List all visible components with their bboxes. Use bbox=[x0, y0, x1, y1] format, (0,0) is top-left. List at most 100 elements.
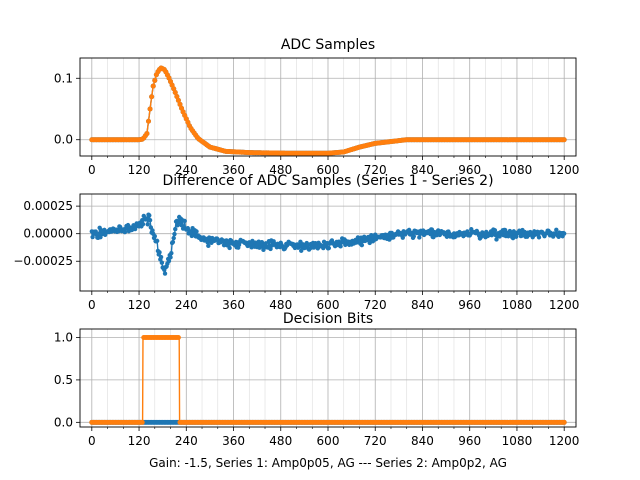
difference-x-tick-label: 960 bbox=[458, 298, 481, 312]
difference-y-tick-label: 0.00025 bbox=[23, 199, 73, 213]
difference-series-1-markers bbox=[89, 212, 567, 276]
difference-series-1-point bbox=[172, 231, 177, 237]
difference-series-1-point bbox=[169, 250, 174, 256]
difference-series-1-point bbox=[175, 223, 180, 228]
decision-bits-title: Decision Bits bbox=[283, 311, 373, 327]
decision-bits-y-tick-label: 0.5 bbox=[54, 373, 73, 387]
difference-series-1-point bbox=[154, 238, 160, 244]
decision-bits-x-tick-label: 0 bbox=[88, 434, 96, 448]
adc-samples-series-2-point bbox=[172, 90, 178, 96]
adc-samples-series-2-point bbox=[146, 118, 151, 124]
difference-series-1-point bbox=[96, 231, 102, 237]
difference-frame bbox=[79, 193, 577, 292]
difference-series-1-point bbox=[147, 217, 153, 223]
difference-series-1-point bbox=[147, 213, 152, 218]
difference-x-tick-label: 1080 bbox=[502, 298, 533, 312]
difference-series-1-point bbox=[145, 222, 150, 227]
difference-x-tick-label: 240 bbox=[175, 298, 198, 312]
difference-series-1-point bbox=[166, 258, 172, 264]
decision-bits-panel: Decision Bits 0 120 240 360 480 600 720 840 960 1… bbox=[54, 311, 580, 448]
adc-samples-x-tick-label: 600 bbox=[317, 163, 340, 177]
adc-samples-series-2-point bbox=[149, 94, 155, 100]
decision-bits-series-2-markers bbox=[89, 334, 567, 425]
adc-samples-series-2-markers bbox=[89, 65, 567, 156]
adc-samples-x-tick-label: 0 bbox=[88, 163, 96, 177]
difference-series-1-point bbox=[159, 260, 165, 265]
difference-series-1-point bbox=[157, 250, 162, 255]
adc-samples-x-tick-label: 720 bbox=[364, 163, 387, 177]
adc-samples-series-2-point bbox=[177, 101, 183, 107]
difference-series-1-point bbox=[513, 234, 519, 239]
adc-samples-series-2-point bbox=[150, 83, 156, 89]
difference-series-1-point bbox=[299, 248, 304, 253]
decision-bits-series-2-point bbox=[175, 334, 181, 340]
adc-samples-y-tick-label: 0.1 bbox=[54, 71, 73, 85]
decision-bits-x-tick-label: 960 bbox=[458, 434, 481, 448]
difference-title: Difference of ADC Samples (Series 1 - Se… bbox=[162, 173, 493, 189]
decision-bits-x-tick-label: 480 bbox=[269, 434, 292, 448]
difference-series-1-point bbox=[173, 226, 178, 232]
difference-series-1-point bbox=[411, 234, 417, 239]
adc-samples-x-tick-label: 960 bbox=[458, 163, 481, 177]
adc-samples-series-2-point bbox=[152, 77, 158, 83]
difference-x-tick-label: 600 bbox=[317, 298, 340, 312]
difference-x-tick-label: 480 bbox=[269, 298, 292, 312]
difference-series-1-point bbox=[171, 235, 176, 241]
difference-series-1-point bbox=[206, 243, 211, 249]
adc-samples-frame bbox=[79, 57, 577, 157]
difference-series-1-point bbox=[536, 235, 542, 240]
difference-series-1-point bbox=[140, 222, 146, 227]
decision-bits-x-tick-label: 240 bbox=[175, 434, 198, 448]
difference-series-1-point bbox=[150, 228, 155, 233]
adc-samples-x-tick-label: 240 bbox=[175, 163, 198, 177]
adc-samples-x-tick-label: 480 bbox=[269, 163, 292, 177]
difference-x-tick-label: 840 bbox=[411, 298, 434, 312]
difference-series-1-point bbox=[494, 237, 499, 242]
difference-series-1-point bbox=[158, 254, 164, 260]
difference-series-1-point bbox=[170, 239, 176, 245]
difference-series-1-point bbox=[182, 218, 187, 224]
adc-samples-x-tick-label: 360 bbox=[222, 163, 245, 177]
difference-series-1-point bbox=[168, 255, 173, 260]
adc-samples-series-2-point bbox=[171, 86, 177, 92]
decision-bits-x-tick-label: 1080 bbox=[502, 434, 533, 448]
difference-x-tick-label: 1200 bbox=[549, 298, 580, 312]
difference-series-1-point bbox=[268, 246, 273, 252]
adc-samples-series-2-point bbox=[147, 106, 153, 112]
difference-series-1-point bbox=[152, 234, 157, 239]
difference-panel: Difference of ADC Samples (Series 1 - Se… bbox=[13, 173, 579, 312]
difference-x-tick-label: 720 bbox=[364, 298, 387, 312]
figure-footer: Gain: -1.5, Series 1: Amp0p05, AG --- Se… bbox=[149, 456, 507, 470]
difference-series-1-point bbox=[122, 229, 128, 235]
difference-x-tick-label: 0 bbox=[88, 298, 96, 312]
difference-series-1-point bbox=[263, 241, 268, 246]
decision-bits-x-tick-label: 600 bbox=[317, 434, 340, 448]
adc-samples-x-tick-label: 1200 bbox=[549, 163, 580, 177]
difference-series-1-point bbox=[400, 235, 405, 240]
adc-samples-series-2-point bbox=[174, 93, 180, 99]
decision-bits-x-tick-label: 840 bbox=[411, 434, 434, 448]
decision-bits-series-2-point bbox=[139, 419, 145, 425]
adc-samples-x-tick-label: 840 bbox=[411, 163, 434, 177]
difference-series-1-point bbox=[338, 244, 343, 249]
difference-series-1-point bbox=[226, 242, 231, 247]
decision-bits-x-tick-label: 360 bbox=[222, 434, 245, 448]
decision-bits-series-2-point bbox=[561, 419, 567, 425]
decision-bits-x-tick-label: 120 bbox=[128, 434, 151, 448]
difference-series-1-point bbox=[162, 271, 168, 276]
adc-samples-x-tick-label: 120 bbox=[128, 163, 151, 177]
difference-series-1-point bbox=[326, 245, 331, 251]
decision-bits-x-tick-label: 1200 bbox=[549, 434, 580, 448]
difference-series-1-point bbox=[417, 235, 422, 240]
difference-y-tick-label: 0.00000 bbox=[23, 227, 73, 241]
difference-series-1-point bbox=[561, 231, 567, 236]
difference-x-tick-label: 120 bbox=[128, 298, 151, 312]
adc-samples-series-2-point bbox=[175, 97, 181, 103]
adc-samples-series-2-point bbox=[144, 131, 150, 137]
decision-bits-frame bbox=[79, 328, 577, 428]
adc-samples-x-tick-label: 1080 bbox=[502, 163, 533, 177]
difference-series-1-point bbox=[194, 229, 199, 234]
adc-samples-series-2-point bbox=[561, 137, 567, 143]
